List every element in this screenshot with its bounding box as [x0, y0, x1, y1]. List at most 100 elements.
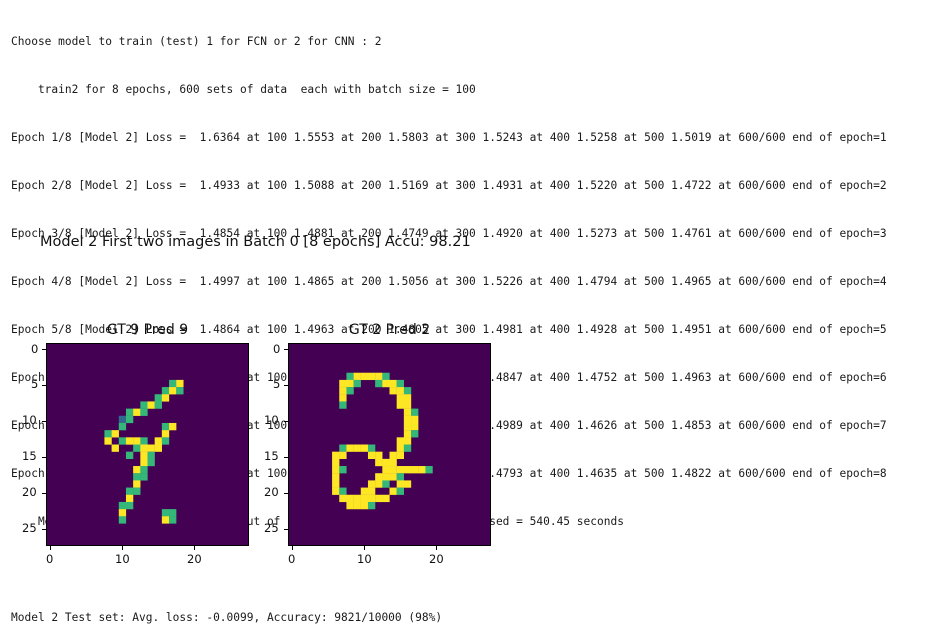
image-pixel: [389, 473, 397, 481]
console-line: Epoch 2/8 [Model 2] Loss = 1.4933 at 100…: [11, 179, 887, 192]
image-pixel: [353, 494, 361, 503]
image-pixel: [339, 387, 347, 395]
image-pixel: [425, 466, 433, 474]
panel-2-title: GT 2 Pred 2: [348, 322, 431, 338]
image-pixel: [367, 451, 376, 460]
image-pixel: [104, 430, 112, 438]
image-pixel: [339, 494, 347, 503]
image-pixel: [367, 372, 376, 381]
image-pixel: [125, 494, 134, 503]
image-pixel: [382, 494, 390, 503]
image-pixel: [389, 387, 397, 395]
panel-1-title: GT 9 Pred 9: [106, 322, 189, 338]
image-pixel: [133, 480, 141, 488]
image-pixel: [339, 451, 347, 460]
image-pixel: [118, 501, 127, 510]
image-pixel: [375, 494, 383, 503]
image-pixel: [411, 415, 419, 424]
x-tick-label: 10: [115, 552, 130, 566]
image-pixel: [396, 487, 405, 495]
image-pixel: [332, 473, 340, 481]
image-pixel: [346, 494, 354, 503]
y-tick-label: 15: [22, 449, 37, 463]
image-pixel: [133, 437, 141, 445]
image-pixel: [339, 466, 347, 474]
image-pixel: [389, 379, 397, 388]
image-pixel: [411, 408, 419, 416]
image-pixel: [133, 487, 141, 495]
image-pixel: [367, 501, 376, 510]
image-pixel: [154, 401, 163, 409]
image-pixel: [360, 487, 369, 495]
image-pixel: [382, 372, 390, 381]
y-tick-label: 15: [264, 449, 279, 463]
image-pixel: [169, 422, 177, 431]
image-pixel: [382, 473, 390, 481]
image-pixel: [403, 422, 412, 431]
image-pixel: [118, 422, 127, 431]
image-pixel: [367, 444, 376, 452]
image-pixel: [411, 422, 419, 431]
image-pixel: [403, 401, 412, 409]
image-pixel: [382, 458, 390, 467]
panel-1-image: [46, 343, 249, 546]
console-line: Model 2 Test set: Avg. loss: -0.0099, Ac…: [11, 611, 443, 624]
x-tick-label: 0: [46, 552, 54, 566]
image-pixel: [161, 430, 170, 438]
image-pixel: [375, 451, 383, 460]
image-pixel: [118, 415, 127, 424]
image-pixel: [396, 473, 405, 481]
image-pixel: [125, 451, 134, 460]
y-tick-label: 5: [31, 377, 39, 391]
image-pixel: [161, 387, 170, 395]
image-pixel: [396, 379, 405, 388]
image-pixel: [396, 444, 405, 452]
image-pixel: [360, 501, 369, 510]
console-line: Epoch 1/8 [Model 2] Loss = 1.6364 at 100…: [11, 131, 887, 144]
y-tick-label: 0: [273, 342, 281, 356]
image-pixel: [339, 379, 347, 388]
y-tick-label: 25: [264, 521, 279, 535]
image-pixel: [389, 487, 397, 495]
image-pixel: [161, 509, 170, 517]
image-pixel: [346, 444, 354, 452]
x-tick-label: 10: [357, 552, 372, 566]
image-pixel: [346, 379, 354, 388]
image-pixel: [169, 516, 177, 524]
digit-9-heatmap: [104, 379, 184, 524]
figure-title: Model 2 First two images in Batch 0 [8 e…: [40, 234, 471, 250]
image-pixel: [389, 458, 397, 467]
image-pixel: [154, 394, 163, 402]
image-pixel: [389, 451, 397, 460]
image-pixel: [367, 480, 376, 488]
image-pixel: [147, 451, 155, 460]
y-tick-label: 0: [31, 342, 39, 356]
image-pixel: [411, 466, 419, 474]
console-line: train2 for 8 epochs, 600 sets of data ea…: [11, 83, 476, 96]
image-pixel: [396, 437, 405, 445]
image-pixel: [118, 516, 127, 524]
x-tick-label: 0: [288, 552, 296, 566]
image-pixel: [176, 387, 184, 395]
image-pixel: [367, 494, 376, 503]
image-pixel: [353, 372, 361, 381]
image-pixel: [140, 473, 148, 481]
image-pixel: [375, 480, 383, 488]
image-pixel: [147, 401, 155, 409]
image-pixel: [403, 480, 412, 488]
image-pixel: [125, 437, 134, 445]
image-pixel: [140, 401, 148, 409]
x-tick-label: 20: [187, 552, 202, 566]
image-pixel: [396, 401, 405, 409]
y-tick-label: 10: [22, 413, 37, 427]
image-pixel: [382, 480, 390, 488]
image-pixel: [382, 379, 390, 388]
y-tick-label: 5: [273, 377, 281, 391]
image-pixel: [375, 372, 383, 381]
image-pixel: [396, 394, 405, 402]
image-pixel: [403, 430, 412, 438]
image-pixel: [140, 451, 148, 460]
image-pixel: [396, 480, 405, 488]
image-pixel: [360, 444, 369, 452]
image-pixel: [353, 501, 361, 510]
